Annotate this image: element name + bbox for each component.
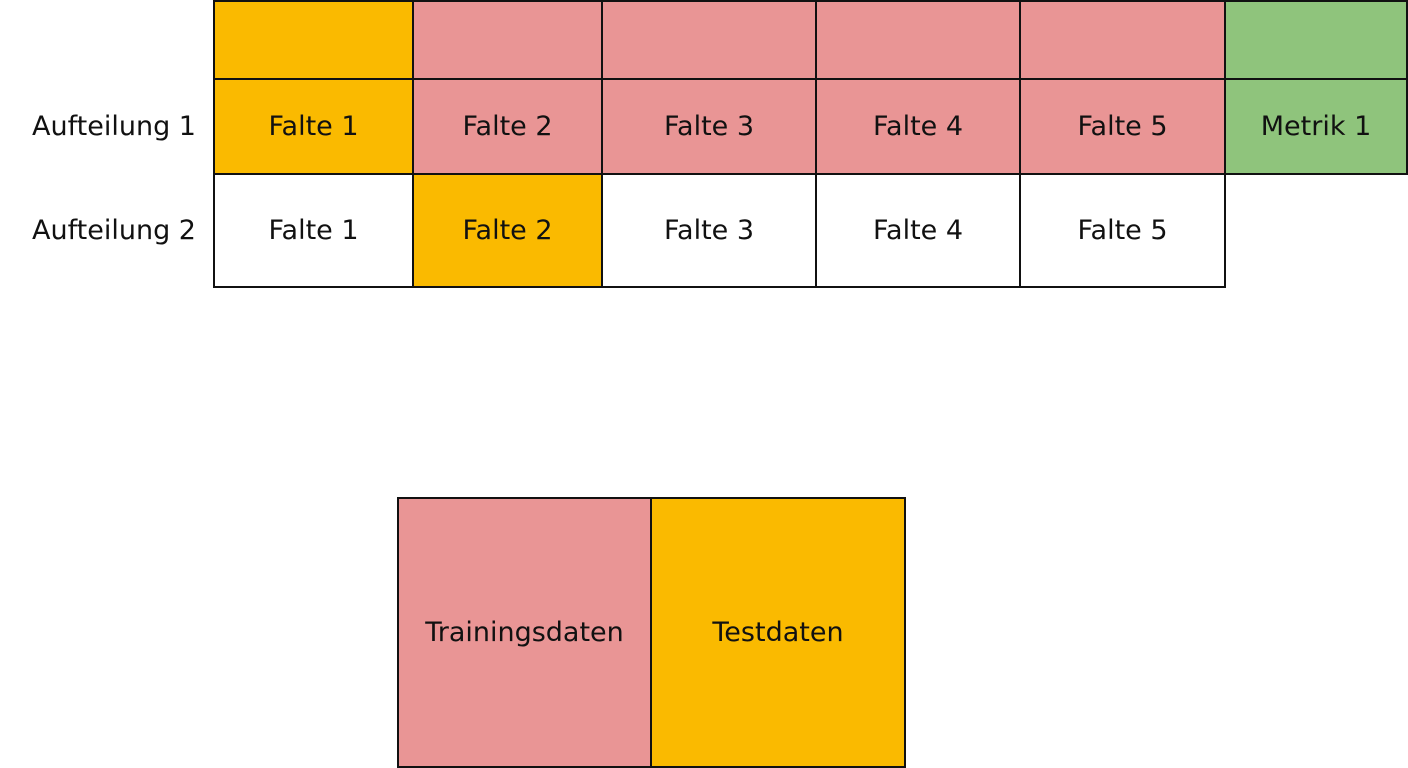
legend-training-cell: Trainingsdaten — [397, 497, 652, 768]
fold-cell: Falte 2 — [412, 78, 603, 175]
fold-cell — [601, 0, 817, 80]
fold-cell: Falte 1 — [213, 78, 414, 175]
fold-cell: Falte 1 — [213, 173, 414, 288]
fold-cell — [1224, 0, 1408, 80]
fold-cell — [213, 0, 414, 80]
fold-cell — [1019, 0, 1226, 80]
fold-cell: Metrik 1 — [1224, 78, 1408, 175]
row-label: Aufteilung 1 — [32, 111, 196, 142]
legend-test-cell: Testdaten — [650, 497, 906, 768]
fold-cell: Falte 4 — [815, 173, 1021, 288]
fold-cell: Falte 3 — [601, 78, 817, 175]
fold-cell: Falte 2 — [412, 173, 603, 288]
fold-cell — [412, 0, 603, 80]
fold-cell: Falte 5 — [1019, 78, 1226, 175]
row-label: Aufteilung 2 — [32, 215, 196, 246]
fold-cell — [815, 0, 1021, 80]
fold-cell: Falte 5 — [1019, 173, 1226, 288]
fold-cell: Falte 3 — [601, 173, 817, 288]
fold-cell: Falte 4 — [815, 78, 1021, 175]
